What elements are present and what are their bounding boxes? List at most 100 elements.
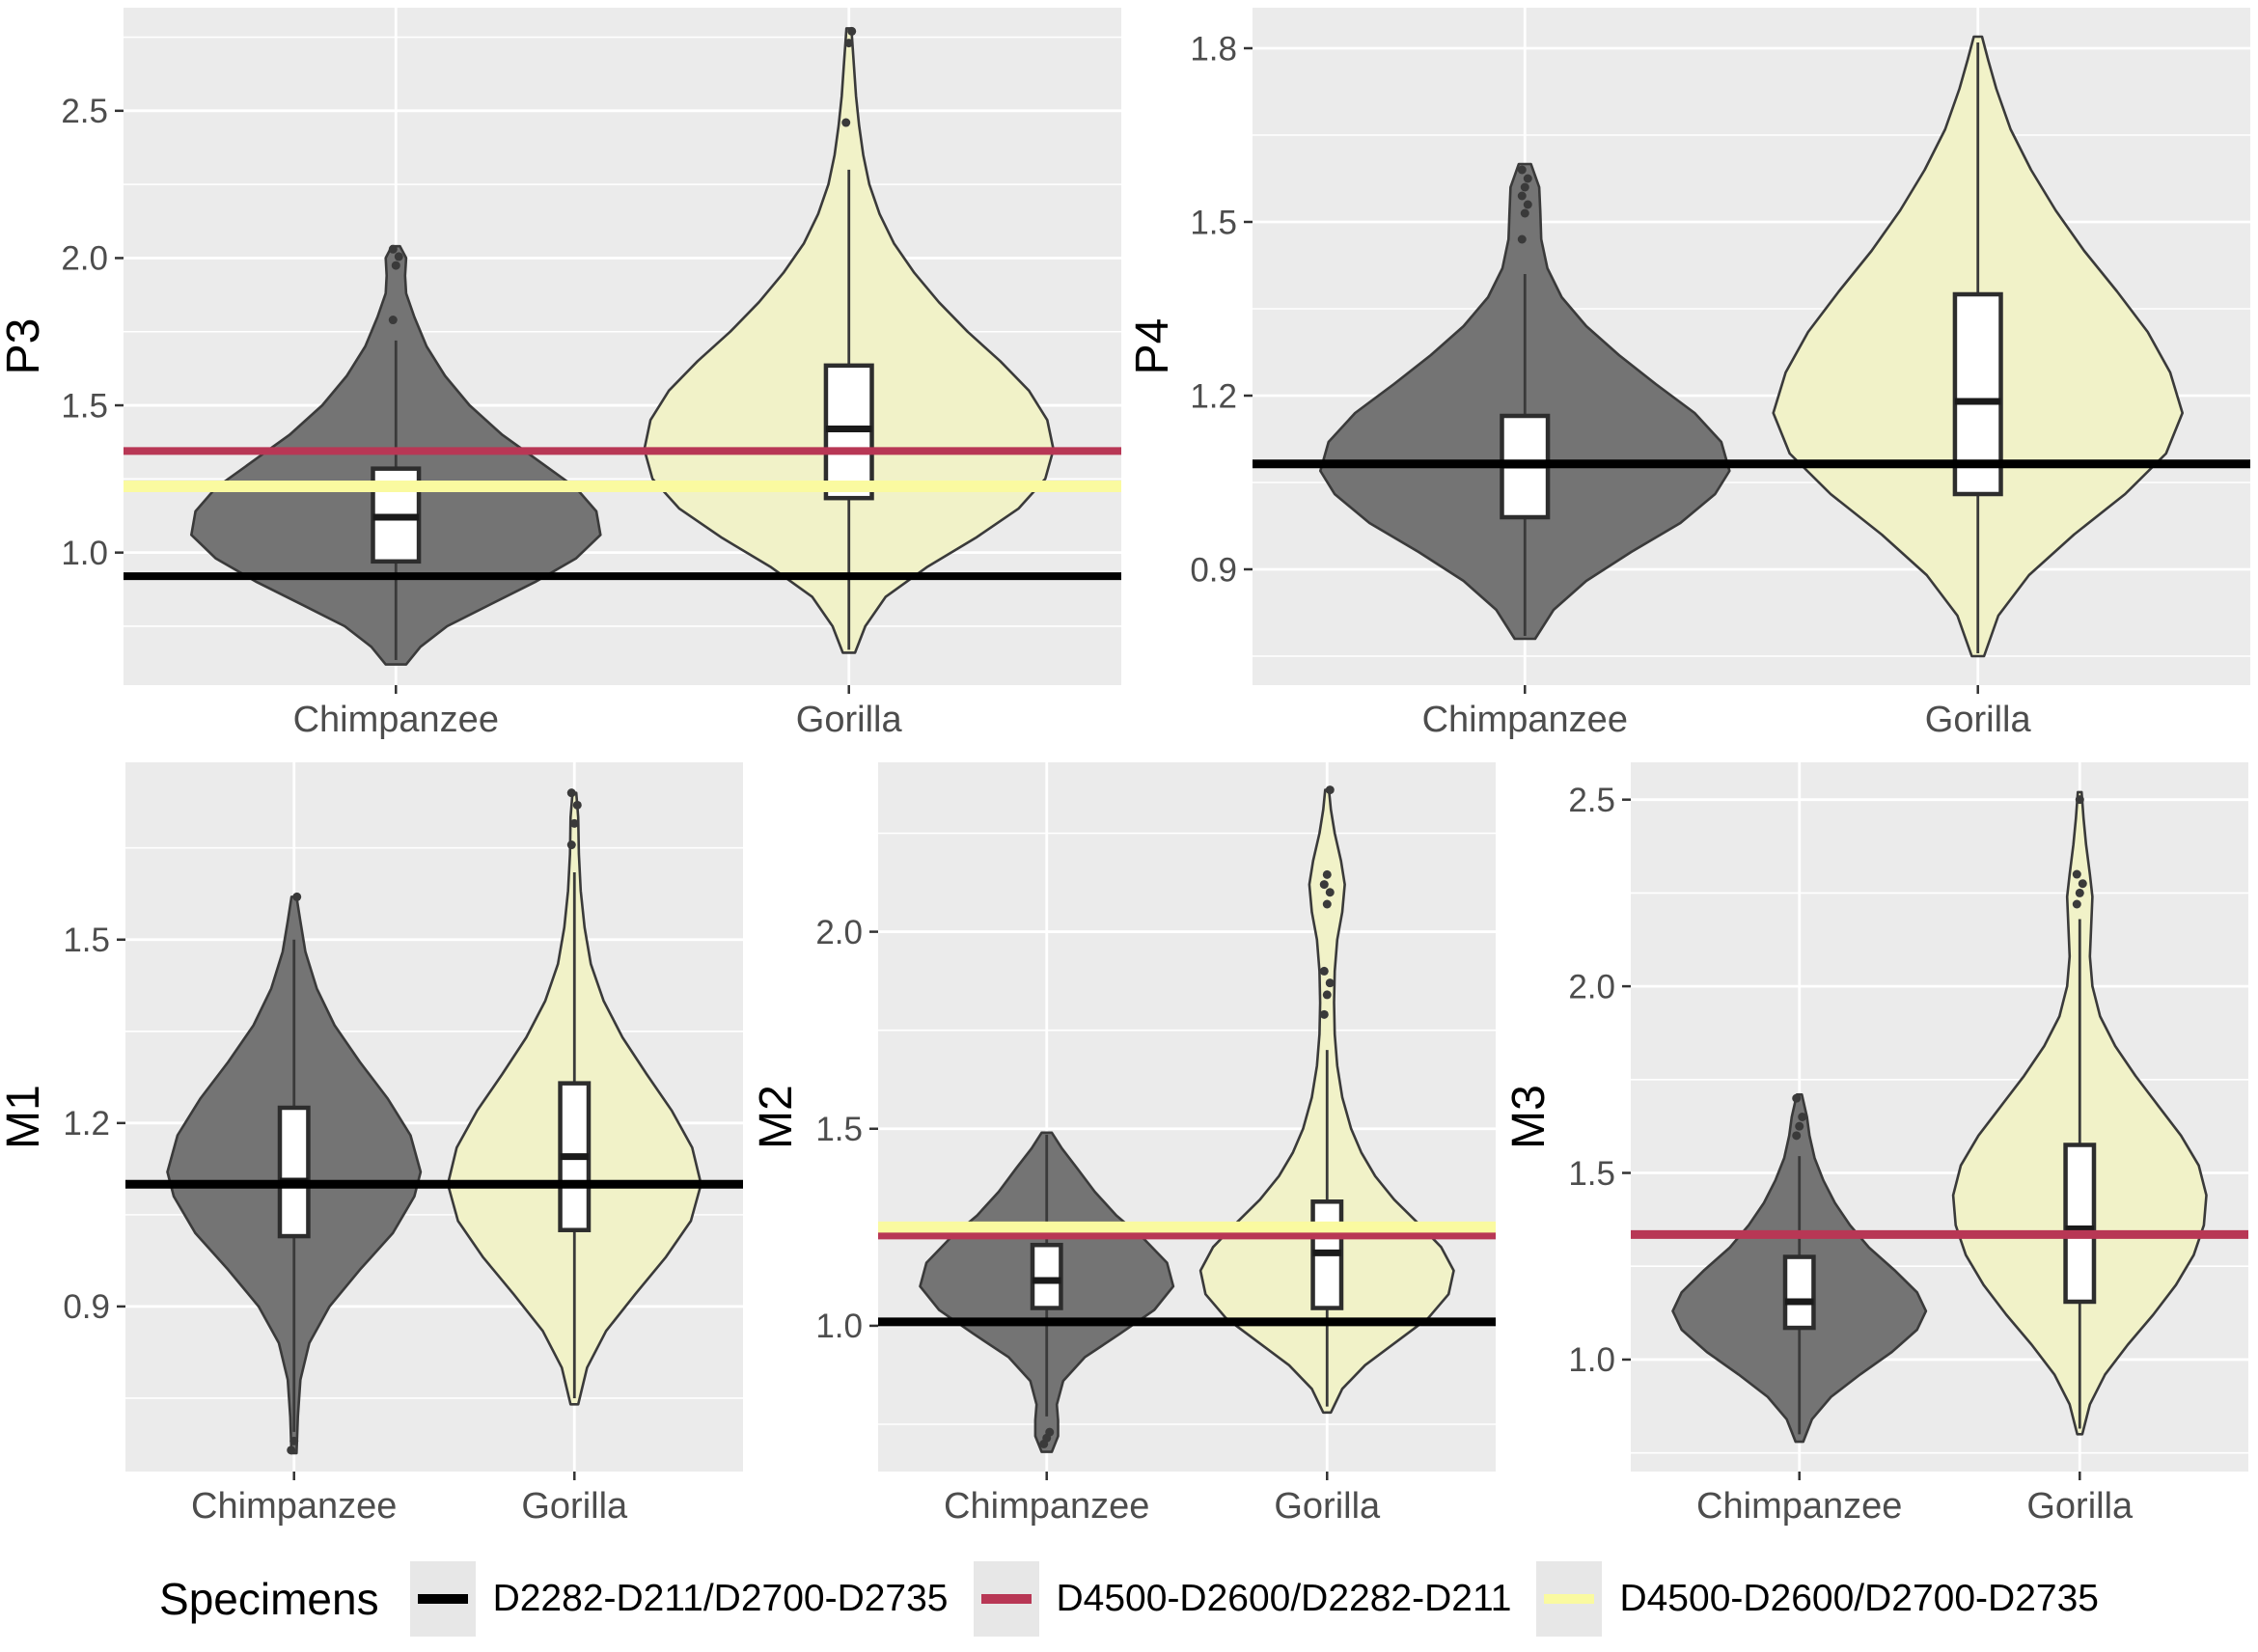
- boxplot-chimpanzee: [1782, 1093, 1816, 1435]
- legend-entry-black: D2282-D211/D2700-D2735: [409, 1561, 949, 1637]
- y-tick-label: 2.0: [1568, 968, 1615, 1005]
- x-axis: Chimpanzee Gorilla: [1696, 1472, 2134, 1527]
- plot-background: [878, 762, 1496, 1472]
- y-axis-title: M2: [753, 1085, 802, 1149]
- chart-M2: 1.0 1.5 2.0 M2 Chimpanzee Gorilla: [753, 762, 1496, 1527]
- x-category-label: Gorilla: [1274, 1486, 1381, 1527]
- y-tick-label: 2.5: [61, 93, 108, 130]
- y-tick-label: 0.9: [63, 1288, 110, 1326]
- legend-key: [973, 1561, 1039, 1637]
- y-tick-label: 1.5: [1190, 204, 1237, 241]
- legend-entry-yellow: D4500-D2600/D2700-D2735: [1536, 1561, 2099, 1637]
- outlier-point: [1517, 234, 1527, 244]
- boxplot-gorilla: [2063, 795, 2097, 1429]
- x-category-label: Chimpanzee: [944, 1486, 1149, 1527]
- outlier-point: [844, 39, 854, 48]
- outlier-point: [1045, 1427, 1055, 1437]
- outlier-point: [1322, 990, 1332, 1000]
- boxplot-gorilla: [558, 788, 592, 1398]
- outlier-point: [1520, 182, 1529, 192]
- outlier-point: [1520, 208, 1529, 218]
- outlier-point: [2075, 795, 2084, 805]
- x-category-label: Gorilla: [521, 1486, 628, 1527]
- legend-entry-label: D2282-D211/D2700-D2735: [492, 1578, 949, 1619]
- y-tick-label: 1.5: [63, 922, 110, 959]
- legend-key: [1536, 1561, 1603, 1637]
- x-axis: Chimpanzee Gorilla: [191, 1472, 628, 1527]
- outlier-point: [2078, 879, 2087, 889]
- legend-line-swatch-red: [980, 1594, 1032, 1604]
- chart-P3: 1.0 1.5 2.0 2.5 P3 Chimpanzee Gorilla: [0, 8, 1121, 740]
- x-category-label: Chimpanzee: [191, 1486, 397, 1527]
- outlier-point: [2072, 899, 2081, 909]
- chart-M1: 0.9 1.2 1.5 M1 Chimpanzee Gorilla: [0, 762, 743, 1527]
- y-tick-label: 2.5: [1568, 782, 1615, 819]
- y-tick-label: 1.0: [61, 535, 108, 572]
- y-axis-title: P4: [1129, 318, 1178, 375]
- y-axis: 0.9 1.2 1.5 M1: [0, 922, 125, 1326]
- outlier-point: [391, 261, 400, 270]
- reference-lines: [124, 447, 1121, 581]
- x-category-label: Chimpanzee: [1422, 700, 1628, 740]
- y-tick-label: 1.2: [1190, 377, 1237, 415]
- panel-m2: 1.0 1.5 2.0 M2 Chimpanzee Gorilla: [753, 755, 1505, 1546]
- x-axis: Chimpanzee Gorilla: [944, 1472, 1381, 1527]
- chart-P4: 0.9 1.2 1.5 1.8 P4 Chimpanzee Gorilla: [1129, 8, 2250, 740]
- legend-entry-label: D4500-D2600/D2700-D2735: [1619, 1578, 2099, 1619]
- reference-lines: [878, 1221, 1496, 1327]
- outlier-point: [572, 800, 582, 810]
- outlier-point: [1325, 978, 1335, 988]
- legend-line-swatch-yellow: [1544, 1594, 1595, 1604]
- outlier-point: [566, 788, 576, 798]
- panel-p3: 1.0 1.5 2.0 2.5 P3 Chimpanzee Gorilla: [0, 0, 1129, 753]
- outlier-point: [1517, 191, 1527, 201]
- x-category-label: Gorilla: [2026, 1486, 2134, 1527]
- y-tick-label: 0.9: [1190, 551, 1237, 589]
- y-tick-label: 2.0: [61, 240, 108, 278]
- boxplot-chimpanzee: [1030, 1134, 1063, 1448]
- y-tick-label: 1.2: [63, 1105, 110, 1143]
- outlier-point: [2075, 888, 2084, 897]
- outlier-point: [1319, 880, 1329, 890]
- outlier-point: [287, 1446, 296, 1455]
- panel-m1: 0.9 1.2 1.5 M1 Chimpanzee Gorilla: [0, 755, 753, 1546]
- y-axis-title: P3: [0, 318, 49, 375]
- outlier-point: [1795, 1121, 1804, 1131]
- legend: Specimens D2282-D211/D2700-D2735 D4500-D…: [0, 1546, 2258, 1652]
- y-axis-title: M1: [0, 1085, 49, 1149]
- outlier-point: [1792, 1093, 1802, 1103]
- x-category-label: Gorilla: [1925, 700, 2032, 740]
- outlier-point: [1798, 1113, 1807, 1121]
- panel-m3: 1.0 1.5 2.0 2.5 M3 Chimpanzee Gorilla: [1505, 755, 2258, 1546]
- x-category-label: Chimpanzee: [293, 700, 499, 740]
- panel-p4: 0.9 1.2 1.5 1.8 P4 Chimpanzee Gorilla: [1129, 0, 2258, 753]
- y-axis: 1.0 1.5 2.0 2.5 M3: [1505, 782, 1631, 1379]
- x-axis: Chimpanzee Gorilla: [1422, 685, 2032, 740]
- outlier-point: [1322, 869, 1332, 879]
- boxplot-gorilla: [823, 26, 874, 650]
- outlier-point: [1319, 1009, 1329, 1019]
- outlier-point: [292, 892, 302, 901]
- outlier-point: [847, 26, 857, 36]
- outlier-point: [388, 244, 398, 254]
- x-category-label: Gorilla: [796, 700, 903, 740]
- outlier-point: [388, 316, 398, 325]
- outlier-point: [566, 840, 576, 850]
- legend-line-swatch-black: [417, 1594, 468, 1604]
- y-axis: 1.0 1.5 2.0 2.5 P3: [0, 93, 124, 572]
- outlier-point: [1322, 899, 1332, 909]
- outlier-point: [2072, 869, 2081, 879]
- outlier-point: [1792, 1131, 1802, 1141]
- legend-key: [409, 1561, 476, 1637]
- chart-M3: 1.0 1.5 2.0 2.5 M3 Chimpanzee Gorilla: [1505, 762, 2248, 1527]
- outlier-point: [1523, 174, 1532, 183]
- legend-entry-label: D4500-D2600/D2282-D211: [1056, 1578, 1512, 1619]
- y-axis: 1.0 1.5 2.0 M2: [753, 914, 878, 1345]
- y-axis-title: M3: [1505, 1085, 1555, 1149]
- y-tick-label: 1.5: [815, 1111, 863, 1148]
- x-category-label: Chimpanzee: [1696, 1486, 1902, 1527]
- outlier-point: [841, 118, 851, 127]
- outlier-point: [394, 252, 403, 262]
- y-tick-label: 1.0: [815, 1308, 863, 1345]
